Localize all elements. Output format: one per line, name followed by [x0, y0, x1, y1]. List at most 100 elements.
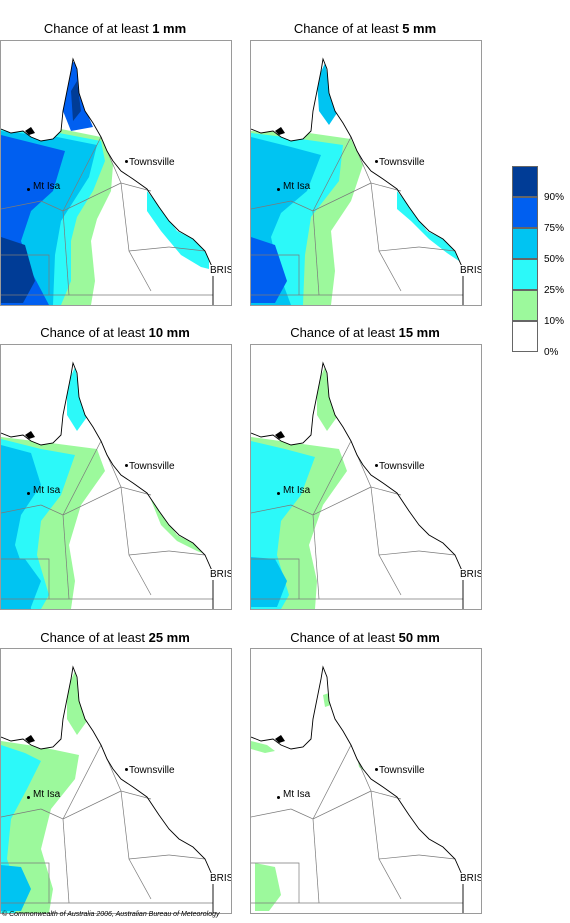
legend-swatch-90-100: [512, 166, 538, 197]
district-boundary: [418, 246, 456, 252]
district-boundary: [62, 514, 70, 600]
map-svg-1mm: [1, 41, 231, 305]
probability-band: [251, 741, 275, 753]
district-boundary: [378, 250, 402, 292]
legend-tick-10: 10%: [544, 316, 565, 327]
brisbane-label: BRIS: [209, 873, 231, 884]
townsville-label: Townsville: [379, 765, 425, 776]
probability-band: [251, 237, 287, 303]
district-boundary: [62, 818, 70, 904]
coastline: [251, 57, 464, 305]
district-boundary: [251, 558, 300, 599]
probability-band: [251, 557, 287, 607]
panel-title-25mm: Chance of at least 25 mm: [40, 630, 190, 645]
district-boundary: [1, 254, 50, 295]
legend-swatch-50-75: [512, 228, 538, 259]
island: [275, 735, 285, 743]
legend-tick-75: 75%: [544, 223, 565, 234]
sea-area: [251, 649, 481, 913]
district-boundary: [312, 440, 352, 516]
map-svg-15mm: [251, 345, 481, 609]
mt-isa-dot: [27, 492, 30, 495]
townsville-dot: [375, 464, 378, 467]
panel-title-50mm: Chance of at least 50 mm: [290, 630, 440, 645]
district-boundary: [418, 550, 456, 556]
panel-title-15mm: Chance of at least 15 mm: [290, 325, 440, 340]
district-boundary: [168, 854, 206, 860]
map-1mm: Townsville Mt Isa BRIS: [0, 40, 232, 306]
island: [275, 127, 285, 135]
sea-area: [1, 41, 231, 305]
legend-swatch-25-50: [512, 259, 538, 290]
coastline: [251, 361, 464, 609]
map-svg-50mm: [251, 649, 481, 913]
legend-tick-90: 90%: [544, 192, 565, 203]
probability-band: [1, 865, 31, 911]
sea-area: [251, 41, 481, 305]
district-boundary: [1, 504, 42, 514]
mt-isa-dot: [277, 492, 280, 495]
brisbane-label: BRIS: [459, 569, 481, 580]
map-svg-10mm: [1, 345, 231, 609]
mt-isa-dot: [277, 796, 280, 799]
townsville-label: Townsville: [129, 765, 175, 776]
land-area: [1, 667, 213, 913]
probability-band: [317, 367, 337, 431]
mt-isa-label: Mt Isa: [283, 181, 311, 192]
legend-tick-0: 0%: [544, 347, 559, 358]
map-svg-25mm: [1, 649, 231, 913]
mt-isa-dot: [27, 188, 30, 191]
district-boundary: [1, 862, 50, 903]
district-boundary: [62, 440, 102, 516]
district-boundary: [312, 744, 352, 820]
island: [25, 431, 35, 439]
district-boundary: [378, 858, 402, 900]
district-boundary: [1, 558, 50, 599]
probability-band: [317, 63, 337, 125]
district-boundary: [128, 250, 152, 292]
probability-band: [67, 671, 87, 735]
probability-band: [1, 237, 35, 303]
townsville-dot: [125, 464, 128, 467]
townsville-label: Townsville: [379, 461, 425, 472]
map-50mm: Townsville Mt Isa BRIS: [250, 648, 482, 914]
panel-title-1mm: Chance of at least 1 mm: [43, 21, 187, 36]
district-boundary: [251, 862, 300, 903]
island: [25, 735, 35, 743]
district-boundary: [312, 210, 320, 296]
map-25mm: Townsville Mt Isa BRIS: [0, 648, 232, 914]
district-boundary: [62, 210, 70, 296]
legend-swatch-75-90: [512, 197, 538, 228]
map-svg-5mm: [251, 41, 481, 305]
district-boundary: [62, 744, 102, 820]
townsville-dot: [375, 160, 378, 163]
map-5mm: Townsville Mt Isa BRIS: [250, 40, 482, 306]
panel-title-5mm: Chance of at least 5 mm: [293, 21, 437, 36]
district-boundary: [312, 818, 320, 904]
sea-area: [1, 649, 231, 913]
legend-swatch-0-10: [512, 321, 538, 352]
panel-title-10mm: Chance of at least 10 mm: [40, 325, 190, 340]
townsville-dot: [125, 768, 128, 771]
brisbane-label: BRIS: [209, 265, 231, 276]
mt-isa-label: Mt Isa: [33, 789, 61, 800]
sea-area: [251, 345, 481, 609]
district-boundary: [168, 246, 206, 252]
coastline: [1, 57, 214, 305]
district-boundary: [251, 808, 292, 818]
mt-isa-dot: [27, 796, 30, 799]
map-15mm: Townsville Mt Isa BRIS: [250, 344, 482, 610]
mt-isa-dot: [277, 188, 280, 191]
island: [275, 431, 285, 439]
district-boundary: [1, 808, 42, 818]
legend-tick-50: 50%: [544, 254, 565, 265]
townsville-label: Townsville: [129, 461, 175, 472]
copyright-notice: © Commonwealth of Australia 2006, Austra…: [2, 911, 220, 918]
map-10mm: Townsville Mt Isa BRIS: [0, 344, 232, 610]
district-boundary: [251, 200, 292, 210]
townsville-dot: [125, 160, 128, 163]
probability-band: [1, 557, 41, 607]
district-boundary: [168, 550, 206, 556]
coastline: [1, 665, 214, 913]
district-boundary: [312, 514, 320, 600]
